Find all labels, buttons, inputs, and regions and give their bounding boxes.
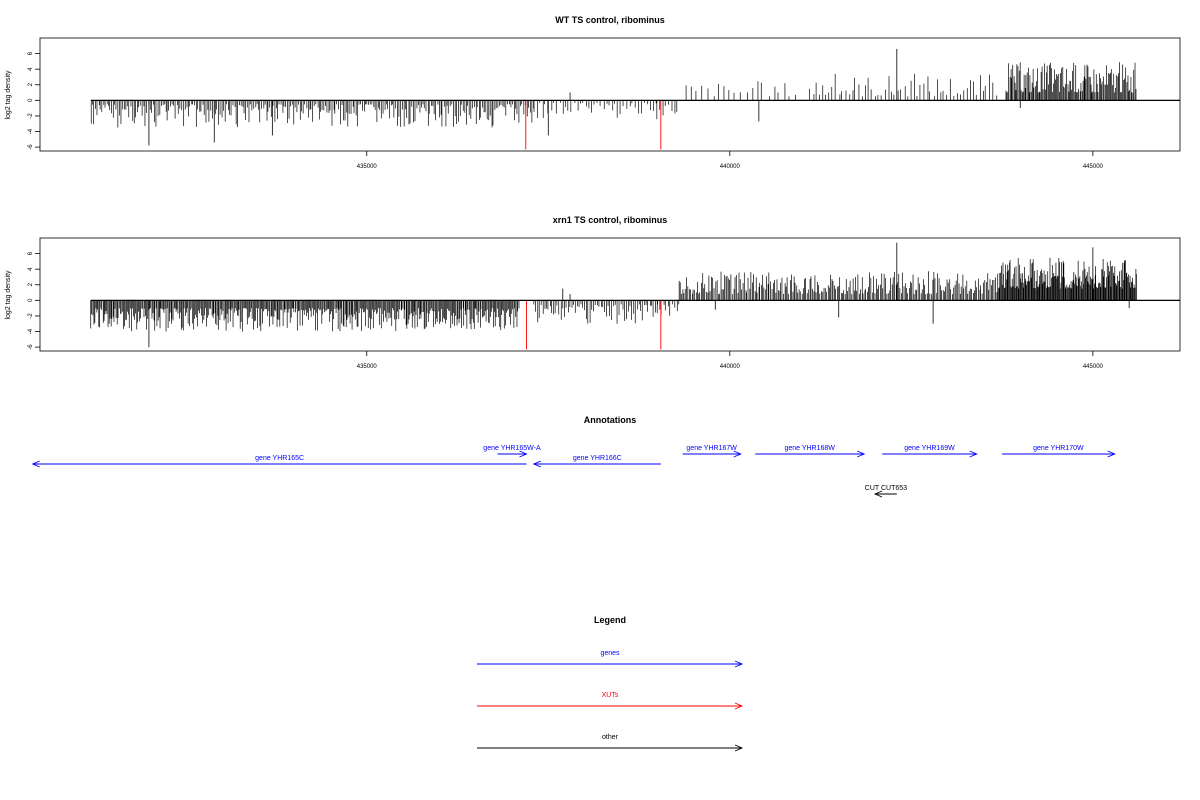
feature-label: gene YHR170W (1033, 445, 1084, 452)
legend-panel: Legend genes XUTs other (477, 615, 744, 752)
feature-label: gene YHR167W (686, 445, 737, 452)
x-tick-label: 445000 (1083, 164, 1104, 170)
x-tick-label: 445000 (1083, 364, 1104, 370)
wt-plot-frame (39, 37, 1181, 152)
y-tick-label: 6 (28, 51, 34, 55)
wt-y-axis: -6 -4 -2 0 2 4 6 (28, 51, 40, 150)
feature-label: gene YHR165C (255, 455, 304, 462)
legend-items: genes XUTs other (477, 650, 744, 752)
y-tick-label: 2 (28, 282, 34, 286)
legend-title: Legend (594, 615, 626, 625)
y-tick-label: -6 (28, 144, 34, 150)
x-tick-label: 435000 (357, 164, 378, 170)
feature-arrowhead (733, 450, 742, 458)
xrn1-plot-frame (39, 237, 1181, 352)
wt-x-axis: 435000 440000 445000 (357, 151, 1104, 170)
legend-arrowhead (734, 702, 744, 710)
xrn1-track-panel: xrn1 TS control, ribominus log2 tag dens… (5, 215, 1181, 370)
feature-label: gene YHR165W-A (483, 445, 541, 452)
feature-arrowhead (1107, 450, 1116, 458)
wt-track-panel: WT TS control, ribominus log2 tag densit… (5, 15, 1181, 170)
y-tick-label: -2 (28, 313, 34, 319)
feature-arrowhead (856, 450, 866, 458)
y-tick-label: 4 (28, 267, 34, 271)
feature-label: gene YHR166C (573, 455, 622, 462)
xrn1-bars (90, 242, 1180, 350)
xrn1-x-axis: 435000 440000 445000 (357, 351, 1104, 370)
feature-arrowhead (969, 450, 978, 458)
legend-arrowhead (734, 660, 744, 668)
x-tick-label: 440000 (720, 164, 741, 170)
feature-arrowhead (519, 450, 528, 458)
x-tick-label: 440000 (720, 364, 741, 370)
y-tick-label: -6 (28, 344, 34, 350)
feature-label: gene YHR168W (784, 445, 835, 452)
wt-bars (90, 48, 1180, 150)
y-tick-label: -4 (28, 128, 34, 134)
feature-label: CUT CUT653 (865, 485, 907, 492)
legend-label: other (602, 734, 619, 741)
y-tick-label: 6 (28, 251, 34, 255)
feature-arrowhead (532, 460, 541, 468)
y-tick-label: -2 (28, 113, 34, 119)
wt-track-title: WT TS control, ribominus (555, 15, 665, 25)
annotations-title: Annotations (584, 415, 637, 425)
xrn1-track-title: xrn1 TS control, ribominus (553, 215, 668, 225)
x-tick-label: 435000 (357, 364, 378, 370)
annotation-features: gene YHR165C gene YHR165W-A gene YHR166C ge… (31, 445, 1116, 498)
legend-label: XUTs (602, 692, 619, 699)
legend-arrowhead (734, 744, 744, 752)
y-tick-label: -4 (28, 328, 34, 334)
y-tick-label: 4 (28, 67, 34, 71)
wt-y-axis-label: log2 tag density (5, 70, 12, 120)
y-tick-label: 2 (28, 82, 34, 86)
feature-label: gene YHR169W (904, 445, 955, 452)
feature-arrowhead (31, 460, 40, 468)
xrn1-y-axis: -6 -4 -2 0 2 4 6 (28, 251, 40, 350)
y-tick-label: 0 (28, 298, 34, 302)
legend-label: genes (600, 650, 620, 657)
y-tick-label: 0 (28, 98, 34, 102)
xrn1-y-axis-label: log2 tag density (5, 270, 12, 320)
feature-arrowhead (873, 490, 883, 498)
